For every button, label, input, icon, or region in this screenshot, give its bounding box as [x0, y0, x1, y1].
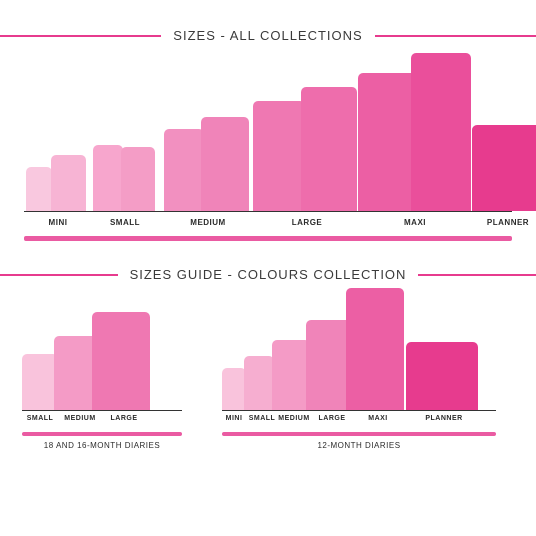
size-label: SMALL [249, 415, 276, 422]
size-label: MEDIUM [190, 218, 225, 227]
size-book [272, 340, 310, 410]
bottom-title-bar: SIZES GUIDE - COLOURS COLLECTION [0, 267, 536, 282]
size-label: LARGE [111, 415, 138, 422]
size-book [301, 87, 357, 211]
right-group: MINI SMALLMEDIUM LARGE MAXI PLANNER 12-MONTH… [222, 282, 518, 450]
top-labels-row: MINISMALLMEDIUMLARGEMAXIPLANNER [24, 218, 512, 232]
size-label: MAXI [404, 218, 426, 227]
size-label: SMALL [110, 218, 140, 227]
size-book [253, 101, 305, 211]
right-axis-rule [222, 410, 496, 411]
size-label: PLANNER [487, 218, 529, 227]
size-book [406, 342, 478, 410]
size-label: MEDIUM [278, 415, 309, 422]
size-book [92, 312, 150, 410]
size-label: PLANNER [425, 415, 462, 422]
size-book [411, 53, 471, 211]
size-book [121, 147, 155, 211]
top-axis-rule [24, 211, 512, 212]
size-label: SMALL [27, 415, 54, 422]
left-thick-bar [22, 432, 182, 436]
title-line-left [0, 274, 118, 276]
left-axis-rule [22, 410, 182, 411]
top-chart-area [0, 51, 536, 211]
size-book [51, 155, 86, 211]
size-label: LARGE [292, 218, 323, 227]
size-book [358, 73, 418, 211]
size-book [244, 356, 274, 410]
bottom-title-text: SIZES GUIDE - COLOURS COLLECTION [118, 267, 419, 282]
right-chart-area [222, 282, 518, 410]
size-label: MINI [49, 218, 68, 227]
title-line-right [375, 35, 536, 37]
size-book [472, 125, 536, 211]
size-book [201, 117, 249, 211]
right-labels-row: MINI SMALLMEDIUM LARGE MAXI PLANNER [222, 415, 496, 429]
size-book [93, 145, 123, 211]
right-subtitle: 12-MONTH DIARIES [222, 441, 496, 450]
size-label: MAXI [368, 415, 388, 422]
title-line-right [418, 274, 536, 276]
title-line-left [0, 35, 161, 37]
top-title-text: SIZES - ALL COLLECTIONS [161, 28, 374, 43]
left-subtitle: 18 AND 16-MONTH DIARIES [22, 441, 182, 450]
size-book [346, 288, 404, 410]
size-book [26, 167, 52, 211]
size-book [222, 368, 246, 410]
left-chart-area [0, 282, 182, 410]
top-thick-bar [24, 236, 512, 241]
left-labels-row: SMALL MEDIUM LARGE [22, 415, 182, 429]
size-label: LARGE [319, 415, 346, 422]
right-thick-bar [222, 432, 496, 436]
size-book [22, 354, 58, 410]
size-book [164, 129, 204, 211]
size-label: MEDIUM [64, 415, 95, 422]
top-title-bar: SIZES - ALL COLLECTIONS [0, 28, 536, 43]
size-label: MINI [226, 415, 243, 422]
left-group: SMALL MEDIUM LARGE 18 AND 16-MONTH DIARIES [0, 282, 182, 450]
